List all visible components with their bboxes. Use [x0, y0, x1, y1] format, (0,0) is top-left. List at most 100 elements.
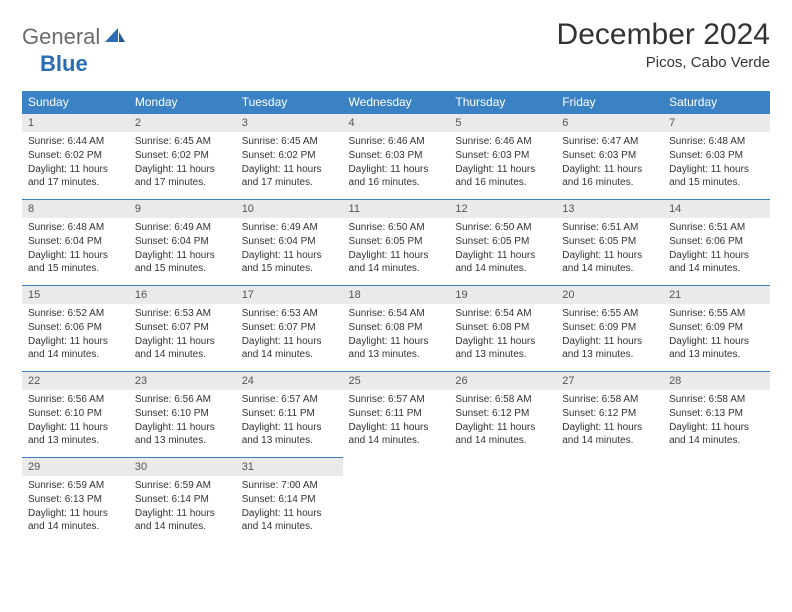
sunrise-line: Sunrise: 6:58 AM: [455, 393, 550, 406]
calendar-cell: 29Sunrise: 6:59 AMSunset: 6:13 PMDayligh…: [22, 458, 129, 544]
sunrise-line: Sunrise: 6:58 AM: [562, 393, 657, 406]
calendar-cell: 21 Sunrise: 6:55 AMSunset: 6:09 PMDayligh…: [663, 286, 770, 372]
calendar-cell: 23Sunrise: 6:56 AMSunset: 6:10 PMDayligh…: [129, 372, 236, 458]
calendar-cell: 11Sunrise: 6:50 AMSunset: 6:05 PMDayligh…: [343, 200, 450, 286]
daylight-line: Daylight: 11 hours and 17 minutes.: [242, 163, 337, 189]
day-number: 25: [343, 372, 450, 390]
daylight-line: Daylight: 11 hours and 15 minutes.: [669, 163, 764, 189]
sunset-line: Sunset: 6:07 PM: [242, 321, 337, 334]
calendar-cell: 6Sunrise: 6:47 AMSunset: 6:03 PMDaylight…: [556, 114, 663, 200]
day-body: Sunrise: 6:46 AMSunset: 6:03 PMDaylight:…: [449, 132, 556, 194]
day-body: Sunrise: 6:46 AMSunset: 6:03 PMDaylight:…: [343, 132, 450, 194]
daylight-line: Daylight: 11 hours and 14 minutes.: [135, 335, 230, 361]
weekday-header: Tuesday: [236, 91, 343, 114]
sunset-line: Sunset: 6:13 PM: [669, 407, 764, 420]
daylight-line: Daylight: 11 hours and 15 minutes.: [135, 249, 230, 275]
day-number: 30: [129, 458, 236, 476]
day-number: 16: [129, 286, 236, 304]
sunset-line: Sunset: 6:12 PM: [562, 407, 657, 420]
calendar-cell: 3Sunrise: 6:45 AMSunset: 6:02 PMDaylight…: [236, 114, 343, 200]
daylight-line: Daylight: 11 hours and 13 minutes.: [135, 421, 230, 447]
daylight-line: Daylight: 11 hours and 14 minutes.: [135, 507, 230, 533]
day-number: 11: [343, 200, 450, 218]
daylight-line: Daylight: 11 hours and 16 minutes.: [455, 163, 550, 189]
calendar-cell: [663, 458, 770, 544]
sunrise-line: Sunrise: 6:59 AM: [28, 479, 123, 492]
day-number: 5: [449, 114, 556, 132]
daylight-line: Daylight: 11 hours and 15 minutes.: [28, 249, 123, 275]
weekday-header: Monday: [129, 91, 236, 114]
calendar-cell: 28Sunrise: 6:58 AMSunset: 6:13 PMDayligh…: [663, 372, 770, 458]
day-body: Sunrise: 6:48 AMSunset: 6:03 PMDaylight:…: [663, 132, 770, 194]
calendar-cell: [343, 458, 450, 544]
day-body: Sunrise: 6:57 AMSunset: 6:11 PMDaylight:…: [343, 390, 450, 452]
daylight-line: Daylight: 11 hours and 13 minutes.: [669, 335, 764, 361]
day-body: Sunrise: 6:55 AMSunset: 6:09 PMDaylight:…: [556, 304, 663, 366]
sunrise-line: Sunrise: 6:55 AM: [562, 307, 657, 320]
sunrise-line: Sunrise: 6:48 AM: [669, 135, 764, 148]
sunset-line: Sunset: 6:08 PM: [455, 321, 550, 334]
daylight-line: Daylight: 11 hours and 16 minutes.: [349, 163, 444, 189]
daylight-line: Daylight: 11 hours and 14 minutes.: [455, 249, 550, 275]
title-block: December 2024 Picos, Cabo Verde: [557, 18, 770, 71]
day-body: Sunrise: 6:49 AMSunset: 6:04 PMDaylight:…: [129, 218, 236, 280]
calendar-cell: [449, 458, 556, 544]
sunset-line: Sunset: 6:02 PM: [135, 149, 230, 162]
calendar-cell: 27Sunrise: 6:58 AMSunset: 6:12 PMDayligh…: [556, 372, 663, 458]
calendar-week: 15Sunrise: 6:52 AMSunset: 6:06 PMDayligh…: [22, 286, 770, 372]
sunset-line: Sunset: 6:02 PM: [28, 149, 123, 162]
sunset-line: Sunset: 6:14 PM: [242, 493, 337, 506]
sunset-line: Sunset: 6:06 PM: [28, 321, 123, 334]
day-body: Sunrise: 6:51 AMSunset: 6:05 PMDaylight:…: [556, 218, 663, 280]
day-body: Sunrise: 6:51 AMSunset: 6:06 PMDaylight:…: [663, 218, 770, 280]
day-body: Sunrise: 6:53 AMSunset: 6:07 PMDaylight:…: [129, 304, 236, 366]
day-body: Sunrise: 6:58 AMSunset: 6:13 PMDaylight:…: [663, 390, 770, 452]
day-number: 7: [663, 114, 770, 132]
weekday-header: Saturday: [663, 91, 770, 114]
day-number: 22: [22, 372, 129, 390]
daylight-line: Daylight: 11 hours and 14 minutes.: [562, 421, 657, 447]
weekday-header: Sunday: [22, 91, 129, 114]
daylight-line: Daylight: 11 hours and 14 minutes.: [242, 507, 337, 533]
sunrise-line: Sunrise: 6:54 AM: [455, 307, 550, 320]
day-body: Sunrise: 6:56 AMSunset: 6:10 PMDaylight:…: [129, 390, 236, 452]
daylight-line: Daylight: 11 hours and 17 minutes.: [135, 163, 230, 189]
sunrise-line: Sunrise: 6:51 AM: [669, 221, 764, 234]
day-number: 14: [663, 200, 770, 218]
day-number: 27: [556, 372, 663, 390]
sunset-line: Sunset: 6:03 PM: [562, 149, 657, 162]
sunrise-line: Sunrise: 6:50 AM: [455, 221, 550, 234]
weekday-header: Thursday: [449, 91, 556, 114]
logo-sail-icon: [104, 26, 126, 49]
sunset-line: Sunset: 6:09 PM: [562, 321, 657, 334]
day-number: 2: [129, 114, 236, 132]
sunrise-line: Sunrise: 6:52 AM: [28, 307, 123, 320]
sunrise-line: Sunrise: 6:56 AM: [28, 393, 123, 406]
daylight-line: Daylight: 11 hours and 13 minutes.: [242, 421, 337, 447]
day-body: Sunrise: 6:58 AMSunset: 6:12 PMDaylight:…: [556, 390, 663, 452]
sunset-line: Sunset: 6:05 PM: [562, 235, 657, 248]
day-number: 4: [343, 114, 450, 132]
calendar-cell: 10Sunrise: 6:49 AMSunset: 6:04 PMDayligh…: [236, 200, 343, 286]
daylight-line: Daylight: 11 hours and 17 minutes.: [28, 163, 123, 189]
sunrise-line: Sunrise: 6:55 AM: [669, 307, 764, 320]
day-number: 21: [663, 286, 770, 304]
weekday-header: Friday: [556, 91, 663, 114]
daylight-line: Daylight: 11 hours and 14 minutes.: [455, 421, 550, 447]
sunset-line: Sunset: 6:09 PM: [669, 321, 764, 334]
day-body: Sunrise: 6:49 AMSunset: 6:04 PMDaylight:…: [236, 218, 343, 280]
calendar-cell: 8Sunrise: 6:48 AMSunset: 6:04 PMDaylight…: [22, 200, 129, 286]
daylight-line: Daylight: 11 hours and 14 minutes.: [669, 249, 764, 275]
day-number: 12: [449, 200, 556, 218]
day-body: Sunrise: 7:00 AMSunset: 6:14 PMDaylight:…: [236, 476, 343, 538]
day-number: 9: [129, 200, 236, 218]
daylight-line: Daylight: 11 hours and 14 minutes.: [28, 335, 123, 361]
sunrise-line: Sunrise: 6:51 AM: [562, 221, 657, 234]
calendar-cell: 14Sunrise: 6:51 AMSunset: 6:06 PMDayligh…: [663, 200, 770, 286]
day-body: Sunrise: 6:58 AMSunset: 6:12 PMDaylight:…: [449, 390, 556, 452]
weekday-header: Wednesday: [343, 91, 450, 114]
day-number: 26: [449, 372, 556, 390]
calendar-cell: 26Sunrise: 6:58 AMSunset: 6:12 PMDayligh…: [449, 372, 556, 458]
calendar-cell: 15Sunrise: 6:52 AMSunset: 6:06 PMDayligh…: [22, 286, 129, 372]
calendar-cell: 9Sunrise: 6:49 AMSunset: 6:04 PMDaylight…: [129, 200, 236, 286]
